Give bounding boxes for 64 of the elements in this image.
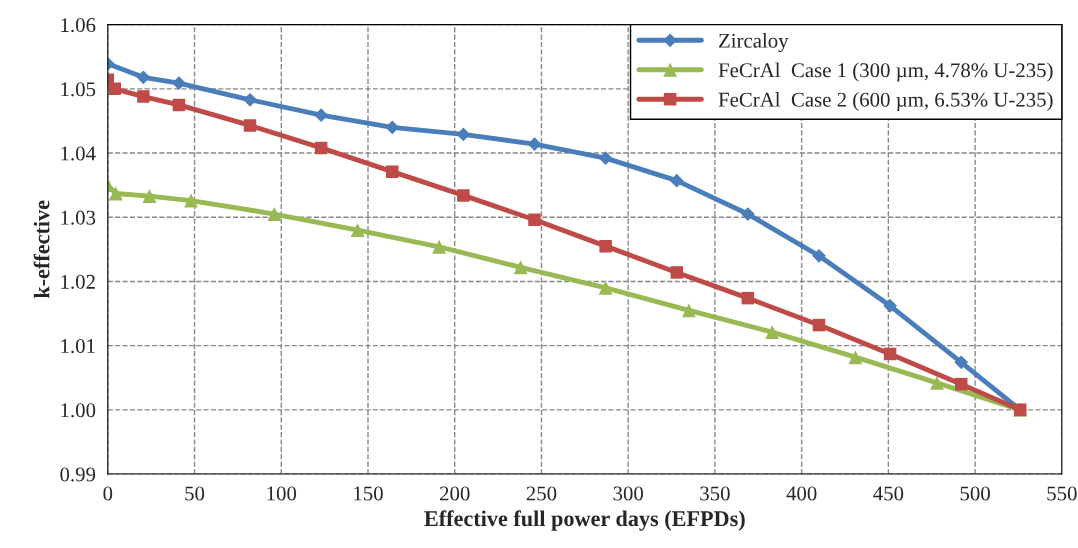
point xyxy=(812,318,826,332)
point xyxy=(954,355,969,370)
point xyxy=(137,90,150,103)
point xyxy=(243,92,257,107)
x-tick-label: 150 xyxy=(354,486,383,501)
point xyxy=(314,141,328,155)
y-tick-label: 1.01 xyxy=(61,339,95,354)
point xyxy=(142,189,157,203)
y-tick-label: 1.06 xyxy=(61,18,96,33)
point xyxy=(598,151,613,166)
point xyxy=(741,291,755,305)
point xyxy=(350,223,365,238)
point xyxy=(172,98,186,112)
point xyxy=(184,193,199,208)
legend-label: FeCrAl Case 1 (300 µm, 4.78% U-235) xyxy=(718,62,1053,82)
x-tick-label: 250 xyxy=(526,486,557,501)
point xyxy=(108,82,121,96)
point xyxy=(599,239,612,253)
y-tick-label: 1.00 xyxy=(61,403,96,418)
point xyxy=(385,120,400,135)
point xyxy=(527,137,542,151)
y-tick-label: 0.99 xyxy=(60,467,96,482)
x-tick-label: 300 xyxy=(613,486,644,501)
point xyxy=(954,377,968,391)
point xyxy=(812,248,826,263)
x-tick-label: 0 xyxy=(103,486,113,501)
x-tick-label: 400 xyxy=(786,486,817,501)
point xyxy=(432,239,447,254)
y-tick-label: 1.04 xyxy=(61,146,96,161)
point xyxy=(386,165,399,178)
point xyxy=(513,260,528,275)
x-tick-label: 100 xyxy=(267,486,297,501)
x-tick-label: 350 xyxy=(700,486,730,501)
legend-label: FeCrAl Case 2 (600 µm, 6.53% U-235) xyxy=(718,92,1053,111)
point xyxy=(848,350,863,365)
point xyxy=(883,347,897,361)
point xyxy=(456,127,471,142)
x-axis-title: Effective full power days (EFPDs) xyxy=(424,510,745,531)
point xyxy=(314,108,329,123)
point xyxy=(883,298,897,313)
y-axis-title: k-effective xyxy=(33,200,50,299)
point xyxy=(670,266,683,279)
point xyxy=(136,70,151,85)
point xyxy=(598,280,613,295)
point xyxy=(243,119,257,132)
x-tick-label: 50 xyxy=(185,486,205,501)
y-tick-label: 1.05 xyxy=(61,82,96,97)
x-tick-label: 500 xyxy=(960,486,990,501)
y-tick-label: 1.03 xyxy=(61,210,96,225)
point xyxy=(740,207,755,221)
point xyxy=(172,76,186,90)
x-tick-label: 550 xyxy=(1047,486,1077,501)
point xyxy=(765,325,780,340)
point xyxy=(528,213,541,227)
point xyxy=(929,375,944,390)
x-tick-label: 450 xyxy=(873,486,904,501)
x-tick-label: 200 xyxy=(440,486,470,501)
legend-label: Zircaloy xyxy=(719,33,789,53)
point xyxy=(108,186,123,201)
point xyxy=(681,303,696,318)
point xyxy=(457,189,470,202)
y-tick-label: 1.02 xyxy=(61,274,95,289)
point xyxy=(267,207,282,221)
point xyxy=(669,173,684,188)
